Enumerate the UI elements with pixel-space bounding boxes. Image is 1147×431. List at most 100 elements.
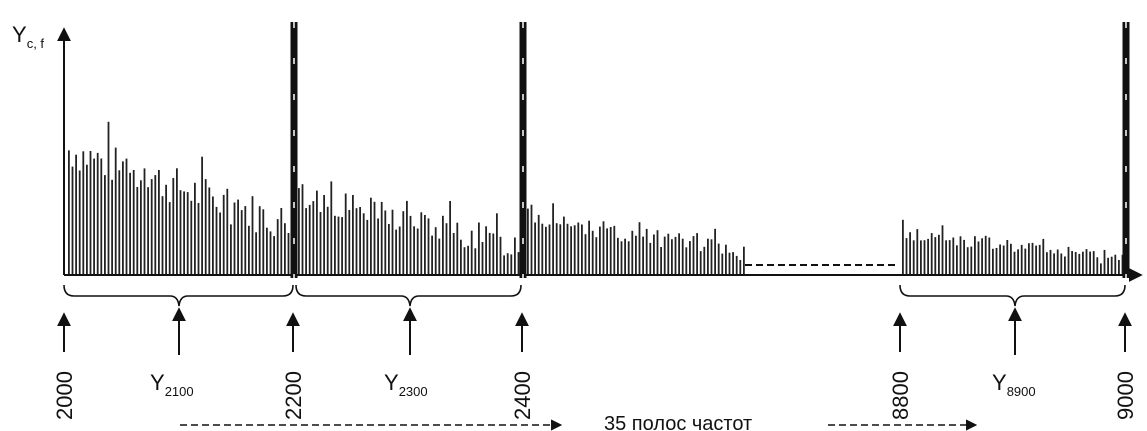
frequency-arrows bbox=[57, 312, 1132, 352]
band-8800-9000-bar bbox=[1024, 248, 1027, 275]
band-2400-2600-bar bbox=[649, 242, 652, 275]
band-2000-2200-bar bbox=[262, 209, 265, 275]
band-8800-9000-bar bbox=[1060, 253, 1063, 275]
band-8800-9000-bar bbox=[941, 225, 944, 275]
band-label-y2300: Y2300 bbox=[384, 370, 428, 399]
band-2000-2200-bar bbox=[186, 192, 189, 275]
band-braces bbox=[63, 284, 1126, 307]
band-2000-2200-bar bbox=[258, 206, 261, 275]
band-2200-2400-bar bbox=[348, 210, 351, 275]
band-2200-2400-bar bbox=[377, 218, 379, 275]
band-2200-2400-bar bbox=[474, 248, 477, 275]
band-2200-2400-bar bbox=[460, 239, 462, 275]
band-boundaries bbox=[290, 22, 1130, 278]
band-2200-2400-bar bbox=[398, 226, 401, 275]
band-2400-2600-bar bbox=[613, 225, 616, 275]
band-8800-9000-bar bbox=[952, 237, 955, 275]
band-2000-2200-bar bbox=[147, 187, 149, 275]
band-2200-2400-bar bbox=[337, 216, 340, 275]
band-2400-2600-bar bbox=[696, 233, 698, 275]
band-2200-2400-bar bbox=[456, 222, 459, 275]
band-2200-2400-bar bbox=[510, 254, 513, 275]
freq-label-9000: 9000 bbox=[1113, 371, 1138, 420]
band-8800-9000-bar bbox=[1002, 245, 1005, 275]
band-8800-9000-bar bbox=[1085, 249, 1088, 275]
band-2400-2600-bar bbox=[645, 228, 648, 275]
band-8800-9000-bar bbox=[1046, 252, 1048, 275]
band-2000-2200-bar bbox=[222, 194, 225, 275]
band-2000-2200-bar bbox=[244, 206, 247, 275]
band-2200-2400-bar bbox=[388, 224, 390, 275]
band-2400-2600-bar bbox=[642, 236, 644, 275]
band-2200-2400-bar bbox=[467, 245, 469, 275]
band-2000-2200-bar bbox=[233, 202, 236, 275]
band-2400-2600-bar bbox=[541, 223, 544, 275]
band-8800-9000-bar bbox=[1042, 238, 1045, 275]
band-2200-2400-bar bbox=[312, 201, 315, 275]
band-8800-9000-bar bbox=[1017, 249, 1019, 275]
band-2400-2600-bar bbox=[527, 208, 529, 275]
band-2200-2400-bar bbox=[305, 208, 307, 275]
band-8800-9000-bar bbox=[1118, 260, 1120, 275]
band-2000-2200-bar bbox=[89, 151, 92, 275]
freq-label-2400: 2400 bbox=[510, 371, 535, 420]
band-2000-2200-bar bbox=[136, 187, 139, 275]
band-2000-2200-bar bbox=[266, 227, 268, 275]
band-2400-2600-bar bbox=[689, 241, 691, 275]
band-2400-2600-bar bbox=[667, 233, 670, 275]
band-2200-2400-bar bbox=[380, 201, 383, 275]
band-8800-9000-bar bbox=[948, 240, 951, 275]
band-center-arrows bbox=[172, 307, 1022, 355]
band-2200-2400-bar bbox=[514, 237, 516, 275]
band-8800-9000-bar bbox=[1020, 244, 1023, 275]
band-2000-2200-bar bbox=[150, 179, 153, 275]
band-2200-2400-bar bbox=[485, 226, 487, 275]
band-2000-2200-bar bbox=[68, 150, 70, 275]
band-2400-2600-bar bbox=[620, 241, 623, 275]
band-2200-2400-bar bbox=[391, 209, 394, 275]
band-2400-2600-bar bbox=[739, 260, 742, 275]
band-2400-2600-bar bbox=[627, 241, 630, 275]
band-2400-2600-bar bbox=[570, 226, 572, 275]
band-2400-2600-bar bbox=[595, 237, 598, 275]
band-2200-2400-bar bbox=[334, 215, 336, 275]
band-2400-2600-bar bbox=[721, 253, 724, 275]
band-2400-2600-bar bbox=[717, 243, 720, 275]
band-2200-2400-bar bbox=[416, 228, 419, 275]
spectrum-bars bbox=[68, 121, 1124, 275]
band-2400-2600-bar bbox=[617, 237, 619, 275]
band-label-y2100: Y2100 bbox=[150, 370, 194, 399]
band-8800-9000-bar bbox=[1028, 243, 1030, 275]
band-2000-2200-bar bbox=[86, 164, 88, 275]
band-2000-2200-bar bbox=[190, 200, 193, 275]
band-2000-2200-bar bbox=[158, 170, 160, 275]
band-2000-2200-bar bbox=[161, 196, 164, 275]
band-2400-2600-bar bbox=[581, 224, 583, 275]
band-8800-9000-bar bbox=[966, 247, 969, 275]
band-8800-9000-bar bbox=[1074, 252, 1077, 275]
band-2400-2600-bar bbox=[707, 238, 709, 275]
band-2000-2200-bar bbox=[71, 166, 74, 275]
band-8800-9000-bar bbox=[974, 236, 976, 275]
band-2200-2400-bar bbox=[481, 242, 484, 275]
band-2000-2200-bar bbox=[132, 170, 135, 275]
band-8800-9000-bar bbox=[1038, 244, 1041, 275]
band-2000-2200-bar bbox=[269, 231, 272, 275]
band-8800-9000-bar bbox=[984, 235, 987, 275]
band-2200-2400-bar bbox=[442, 215, 444, 275]
band-2200-2400-bar bbox=[420, 212, 423, 275]
band-8800-9000-bar bbox=[1071, 251, 1073, 275]
band-2000-2200-bar bbox=[287, 233, 290, 275]
band-2000-2200-bar bbox=[96, 152, 99, 275]
band-2400-2600-bar bbox=[685, 247, 688, 275]
band-2000-2200-bar bbox=[204, 179, 207, 275]
band-8800-9000-bar bbox=[909, 232, 911, 275]
band-2200-2400-bar bbox=[323, 195, 325, 275]
band-2400-2600-bar bbox=[714, 228, 716, 275]
band-2400-2600-bar bbox=[725, 244, 727, 275]
band-8800-9000-bar bbox=[999, 244, 1001, 275]
band-2400-2600-bar bbox=[638, 222, 641, 275]
brace-2200-2400 bbox=[295, 284, 522, 307]
band-2400-2600-bar bbox=[743, 246, 745, 275]
band-2200-2400-bar bbox=[319, 212, 322, 275]
